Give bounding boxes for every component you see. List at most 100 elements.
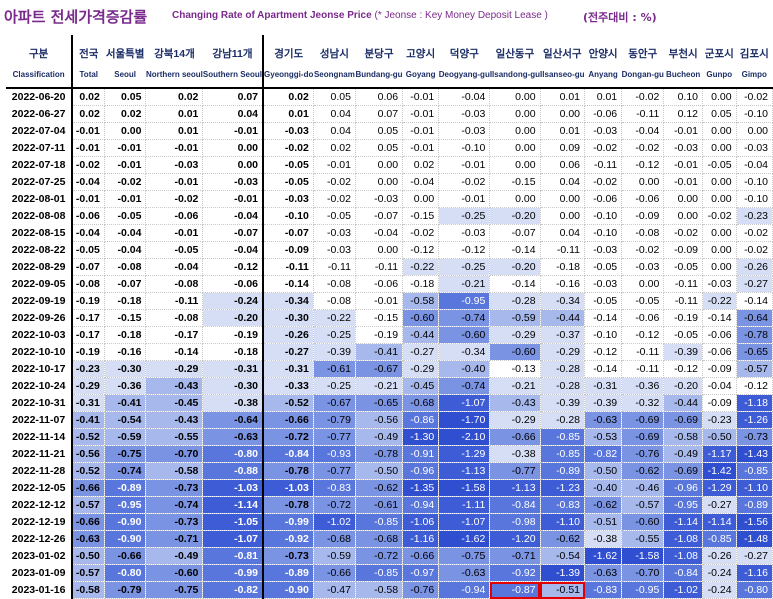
table-row: 2022-08-01 -0.01 -0.01 -0.02 -0.01 -0.03 -0.02…: [6, 190, 773, 208]
rate-cell: -0.84: [262, 445, 314, 463]
rate-cell: -0.58: [71, 581, 105, 599]
rate-cell: -0.30: [262, 309, 314, 327]
rate-cell: -1.10: [735, 479, 773, 497]
rate-cell: -0.28: [539, 411, 586, 429]
rate-cell: 0.00: [702, 122, 737, 140]
rate-cell: -0.11: [621, 343, 665, 361]
rate-cell: -0.12: [735, 377, 773, 395]
rate-cell: -0.10: [735, 190, 773, 208]
rate-cell: -0.99: [202, 564, 265, 582]
rate-cell: -0.92: [489, 564, 541, 582]
rate-cell: -0.62: [539, 530, 586, 548]
rate-cell: -0.01: [71, 190, 105, 208]
table-row: 2022-08-08 -0.06 -0.05 -0.06 -0.04 -0.10 -0.05…: [6, 207, 773, 225]
table-row: 2023-01-02 -0.50 -0.66 -0.49 -0.81 -0.73 -0.59…: [6, 547, 773, 565]
rate-cell: -1.07: [438, 394, 491, 412]
rate-cell: 0.04: [539, 173, 586, 191]
table-row: 2022-07-11 -0.01 -0.01 -0.01 0.00 -0.02 0.02 0.…: [6, 139, 773, 157]
rate-cell: -0.60: [621, 513, 665, 531]
rate-cell: -0.11: [583, 156, 623, 174]
column-header-en: Northern seoul: [145, 61, 203, 89]
rate-cell: 0.00: [202, 139, 265, 157]
rate-cell: -0.87: [489, 581, 541, 599]
rate-cell: -0.12: [621, 156, 665, 174]
rate-cell: -0.08: [312, 275, 356, 293]
rate-cell: -0.02: [312, 190, 356, 208]
rate-cell: -0.05: [663, 258, 703, 276]
rate-cell: -0.79: [103, 581, 147, 599]
rate-cell: -0.39: [663, 343, 703, 361]
rate-cell: -0.11: [621, 360, 665, 378]
column-header-en: Ilsanseo-gu: [540, 61, 585, 89]
rate-cell: -0.08: [145, 309, 204, 327]
rate-cell: -0.19: [202, 326, 265, 344]
rate-cell: -0.19: [354, 326, 404, 344]
row-date: 2022-10-31: [11, 397, 66, 409]
rate-cell: 0.00: [489, 139, 541, 157]
rate-cell: -0.15: [354, 309, 404, 327]
rate-cell: 0.00: [354, 241, 404, 259]
rate-cell: -0.14: [735, 292, 773, 310]
rate-cell: -0.01: [402, 87, 440, 106]
rate-cell: 0.00: [663, 207, 703, 225]
rate-cell: -0.24: [702, 564, 737, 582]
rate-cell: 0.12: [663, 105, 703, 123]
rate-cell: -0.04: [103, 241, 147, 259]
rate-cell: -0.51: [583, 513, 623, 531]
rate-cell: -0.01: [202, 122, 265, 140]
rate-cell: -0.12: [583, 343, 623, 361]
column-header-kr: 안양시: [584, 35, 622, 61]
header-row-korean: 구분 전국 서울특별 강북14개 강남11개 경기도 성남시 분당구 고양시 덕양구 일산동구 일산서…: [6, 35, 773, 61]
rate-cell: -0.22: [702, 292, 737, 310]
rate-cell: -0.55: [145, 428, 204, 446]
table-row: 2022-10-24 -0.29 -0.36 -0.43 -0.30 -0.33 -0.25…: [6, 377, 773, 395]
rate-cell: -0.20: [489, 207, 541, 225]
rate-cell: -0.29: [489, 411, 541, 429]
rate-cell: -0.83: [312, 479, 356, 497]
rate-cell: 0.00: [489, 87, 541, 106]
rate-cell: -0.79: [312, 411, 356, 429]
rate-cell: -0.28: [489, 292, 541, 310]
rate-cell: -1.48: [735, 530, 773, 548]
row-date: 2022-08-15: [11, 227, 66, 239]
row-date: 2022-11-28: [12, 465, 66, 477]
rate-cell: -0.06: [583, 190, 623, 208]
rate-cell: -0.97: [402, 564, 440, 582]
rate-cell: -0.06: [71, 207, 105, 225]
rate-cell: 0.01: [145, 105, 204, 123]
rate-cell: -0.50: [583, 462, 623, 480]
rate-cell: -0.31: [202, 360, 265, 378]
row-date: 2022-07-18: [11, 159, 66, 171]
rate-cell: -0.04: [621, 122, 665, 140]
column-header-en: Total: [71, 61, 105, 89]
rate-cell: -0.60: [438, 326, 491, 344]
rate-cell: -0.18: [202, 343, 265, 361]
rate-cell: -0.05: [262, 156, 314, 174]
rate-cell: -0.66: [262, 411, 314, 429]
rate-cell: -0.46: [621, 479, 665, 497]
column-header-kr: 덕양구: [438, 35, 490, 61]
rate-cell: -0.72: [262, 428, 314, 446]
rate-cell: -0.04: [202, 241, 265, 259]
column-header-en: Seoul: [104, 61, 146, 89]
rate-cell: -0.04: [71, 224, 105, 242]
rate-cell: -0.83: [583, 581, 623, 599]
rate-cell: -1.26: [735, 411, 773, 429]
rate-cell: -1.42: [702, 462, 737, 480]
title-english-text: Changing Rate of Apartment Jeonse Price: [172, 10, 372, 21]
rate-cell: -0.06: [702, 326, 737, 344]
rate-cell: -0.62: [354, 479, 404, 497]
rate-cell: -1.43: [735, 445, 773, 463]
rate-cell: -1.13: [438, 462, 491, 480]
rate-cell: -0.39: [312, 343, 356, 361]
row-date: 2022-12-12: [11, 499, 66, 511]
rate-cell: -0.21: [354, 377, 404, 395]
rate-cell: -0.02: [262, 139, 314, 157]
table-row: 2022-07-18 -0.02 -0.01 -0.03 0.00 -0.05 -0.01 0…: [6, 156, 773, 174]
rate-cell: -0.75: [103, 445, 147, 463]
rate-cell: -0.57: [735, 360, 773, 378]
rate-cell: 0.00: [621, 275, 665, 293]
rate-cell: -0.90: [103, 530, 147, 548]
rate-cell: -0.31: [262, 360, 314, 378]
rate-cell: 0.02: [145, 87, 204, 106]
